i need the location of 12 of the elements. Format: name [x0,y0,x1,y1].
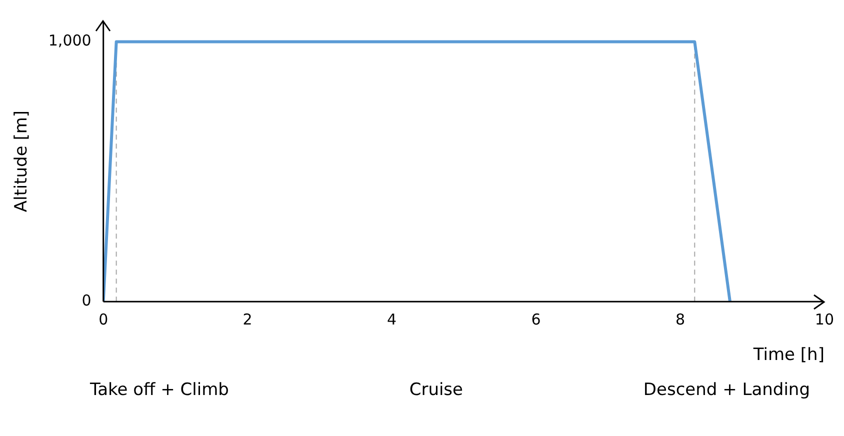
y-axis-title: Altitude [m] [12,110,32,212]
x-tick-label: 0 [98,310,108,328]
y-tick-label: 1,000 [48,32,92,50]
text: Cruise [409,380,464,400]
text: Take off + Climb [90,380,229,400]
x-tick-label: 10 [814,310,834,328]
x-tick-label: 4 [387,310,397,328]
x-tick-label: 8 [675,310,686,328]
text: Descend + Landing [643,380,810,400]
x-tick-label: 6 [531,310,541,328]
x-axis-title: Time [h] [752,345,824,366]
x-tick-label: 2 [242,310,252,328]
